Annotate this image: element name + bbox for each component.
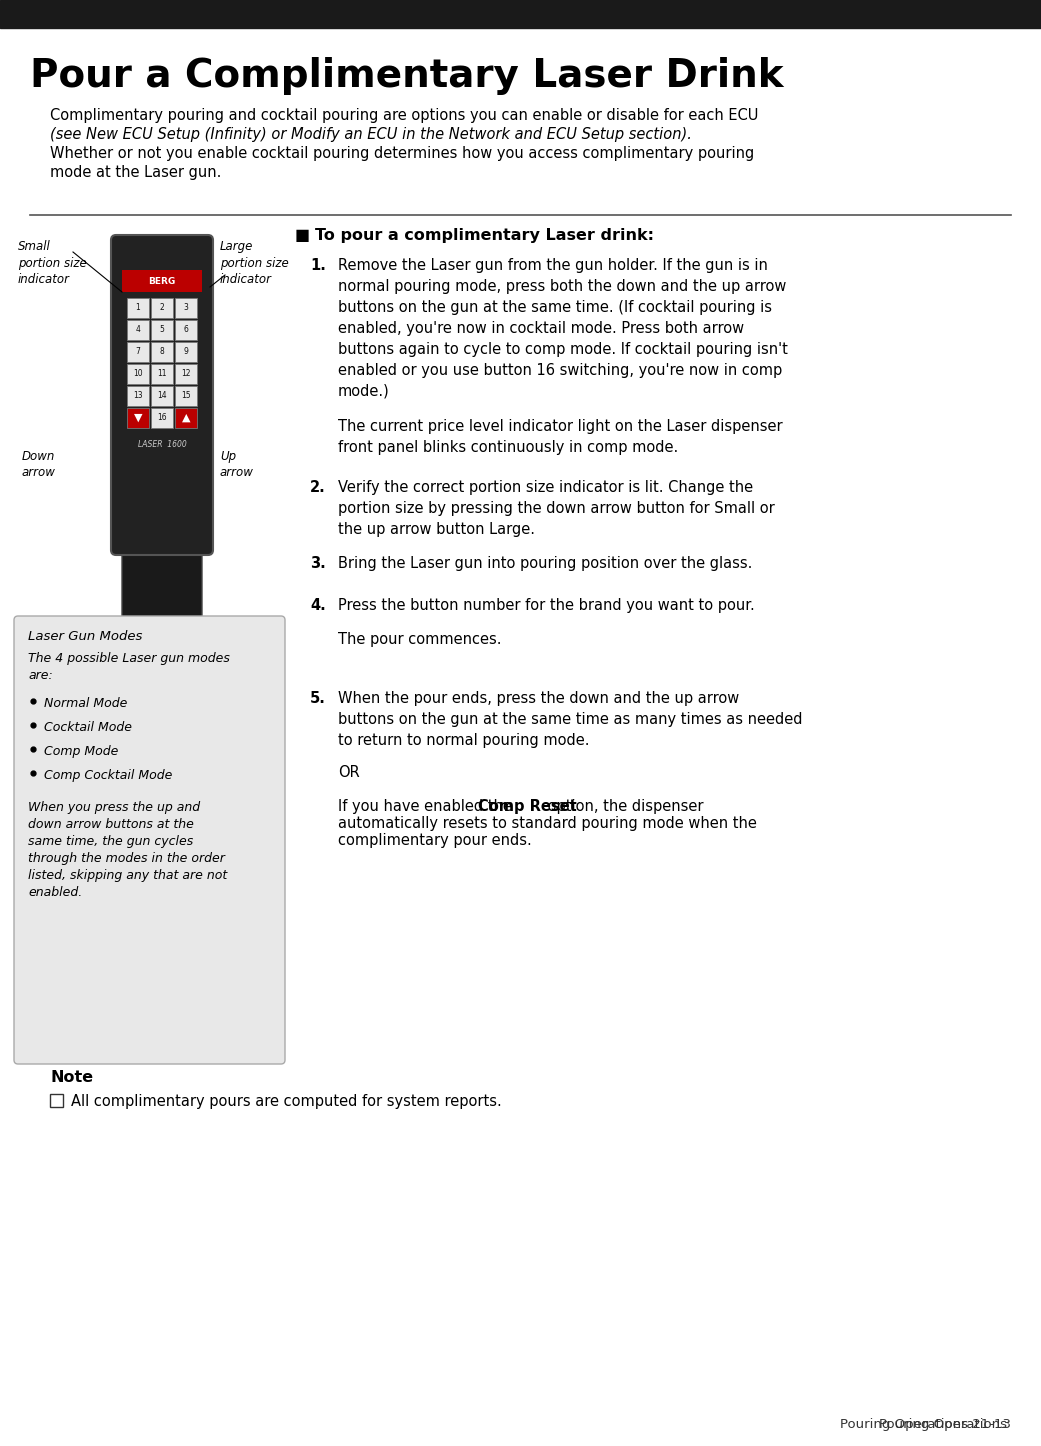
- Bar: [0, 0, 1041, 27]
- Text: Pouring Operations 21-13: Pouring Operations 21-13: [840, 1419, 1011, 1432]
- Text: Complimentary pouring and cocktail pouring are options you can enable or disable: Complimentary pouring and cocktail pouri…: [50, 108, 759, 123]
- Text: 16: 16: [157, 414, 167, 422]
- Bar: [151, 320, 173, 340]
- Text: 2: 2: [159, 304, 164, 312]
- Bar: [151, 298, 173, 318]
- Text: The current price level indicator light on the Laser dispenser
front panel blink: The current price level indicator light …: [338, 419, 783, 455]
- Text: Normal Mode: Normal Mode: [44, 697, 127, 710]
- Text: To pour a complimentary Laser drink:: To pour a complimentary Laser drink:: [315, 228, 654, 243]
- Bar: [175, 386, 197, 406]
- Text: ▼: ▼: [133, 414, 143, 424]
- Text: If you have enabled the: If you have enabled the: [338, 800, 516, 814]
- Text: 9: 9: [183, 347, 188, 357]
- Text: Verify the correct portion size indicator is lit. Change the
portion size by pre: Verify the correct portion size indicato…: [338, 480, 775, 536]
- FancyBboxPatch shape: [14, 616, 285, 1064]
- Text: 1: 1: [135, 304, 141, 312]
- Text: ▲: ▲: [182, 414, 191, 424]
- Text: 2.: 2.: [310, 480, 326, 495]
- Text: Bring the Laser gun into pouring position over the glass.: Bring the Laser gun into pouring positio…: [338, 557, 753, 571]
- Text: When the pour ends, press the down and the up arrow
buttons on the gun at the sa: When the pour ends, press the down and t…: [338, 691, 803, 748]
- Bar: [151, 408, 173, 428]
- Text: 12: 12: [181, 370, 191, 379]
- Bar: [127, 408, 149, 428]
- Text: 8: 8: [159, 347, 164, 357]
- Text: Cocktail Mode: Cocktail Mode: [44, 722, 132, 735]
- Text: When you press the up and
down arrow buttons at the
same time, the gun cycles
th: When you press the up and down arrow but…: [28, 801, 227, 899]
- Bar: [151, 364, 173, 385]
- Text: 4.: 4.: [310, 599, 326, 613]
- Text: Note: Note: [50, 1070, 93, 1084]
- Text: 5.: 5.: [310, 691, 326, 706]
- Text: 13: 13: [133, 392, 143, 401]
- Text: 7: 7: [135, 347, 141, 357]
- Text: Pouring Operations: Pouring Operations: [879, 1419, 1011, 1432]
- Bar: [127, 386, 149, 406]
- Text: LASER  1600: LASER 1600: [137, 440, 186, 450]
- Text: 14: 14: [157, 392, 167, 401]
- Text: Whether or not you enable cocktail pouring determines how you access complimenta: Whether or not you enable cocktail pouri…: [50, 146, 755, 161]
- Bar: [122, 270, 202, 292]
- Text: Down
arrow: Down arrow: [22, 450, 56, 480]
- Text: Small
portion size
indicator: Small portion size indicator: [18, 240, 86, 286]
- Bar: [127, 320, 149, 340]
- Text: Comp Reset: Comp Reset: [479, 800, 577, 814]
- Text: Up
arrow: Up arrow: [220, 450, 254, 480]
- FancyBboxPatch shape: [111, 236, 213, 555]
- Bar: [127, 298, 149, 318]
- Text: Remove the Laser gun from the gun holder. If the gun is in
normal pouring mode, : Remove the Laser gun from the gun holder…: [338, 257, 788, 399]
- Text: Press the button number for the brand you want to pour.: Press the button number for the brand yo…: [338, 599, 755, 613]
- Text: Comp Cocktail Mode: Comp Cocktail Mode: [44, 769, 173, 782]
- Text: (see New ECU Setup (Infinity) or Modify an ECU in the Network and ECU Setup sect: (see New ECU Setup (Infinity) or Modify …: [50, 127, 692, 142]
- Text: OR: OR: [338, 765, 360, 779]
- Text: BERG: BERG: [149, 276, 176, 285]
- Text: automatically resets to standard pouring mode when the: automatically resets to standard pouring…: [338, 816, 757, 831]
- Text: The pour commences.: The pour commences.: [338, 632, 502, 646]
- Text: 3: 3: [183, 304, 188, 312]
- Bar: [175, 364, 197, 385]
- Text: Laser Gun Modes: Laser Gun Modes: [28, 630, 143, 643]
- Text: mode at the Laser gun.: mode at the Laser gun.: [50, 165, 222, 179]
- Bar: [175, 320, 197, 340]
- Bar: [151, 386, 173, 406]
- Text: 11: 11: [157, 370, 167, 379]
- Text: 15: 15: [181, 392, 191, 401]
- Text: ■: ■: [295, 228, 322, 243]
- Bar: [50, 1095, 64, 1108]
- Bar: [127, 364, 149, 385]
- FancyBboxPatch shape: [122, 536, 202, 633]
- Text: Pour a Complimentary Laser Drink: Pour a Complimentary Laser Drink: [30, 56, 784, 95]
- Text: Comp Mode: Comp Mode: [44, 745, 119, 758]
- Bar: [175, 298, 197, 318]
- Text: complimentary pour ends.: complimentary pour ends.: [338, 833, 532, 847]
- Bar: [127, 343, 149, 362]
- Text: All complimentary pours are computed for system reports.: All complimentary pours are computed for…: [71, 1095, 502, 1109]
- Text: 4: 4: [135, 325, 141, 334]
- Text: option, the dispenser: option, the dispenser: [543, 800, 704, 814]
- Bar: [175, 408, 197, 428]
- Bar: [151, 343, 173, 362]
- Text: Large
portion size
indicator: Large portion size indicator: [220, 240, 288, 286]
- Text: 10: 10: [133, 370, 143, 379]
- Bar: [175, 343, 197, 362]
- Text: 3.: 3.: [310, 557, 326, 571]
- Text: The 4 possible Laser gun modes
are:: The 4 possible Laser gun modes are:: [28, 652, 230, 683]
- Text: 1.: 1.: [310, 257, 326, 273]
- Text: 6: 6: [183, 325, 188, 334]
- Text: 5: 5: [159, 325, 164, 334]
